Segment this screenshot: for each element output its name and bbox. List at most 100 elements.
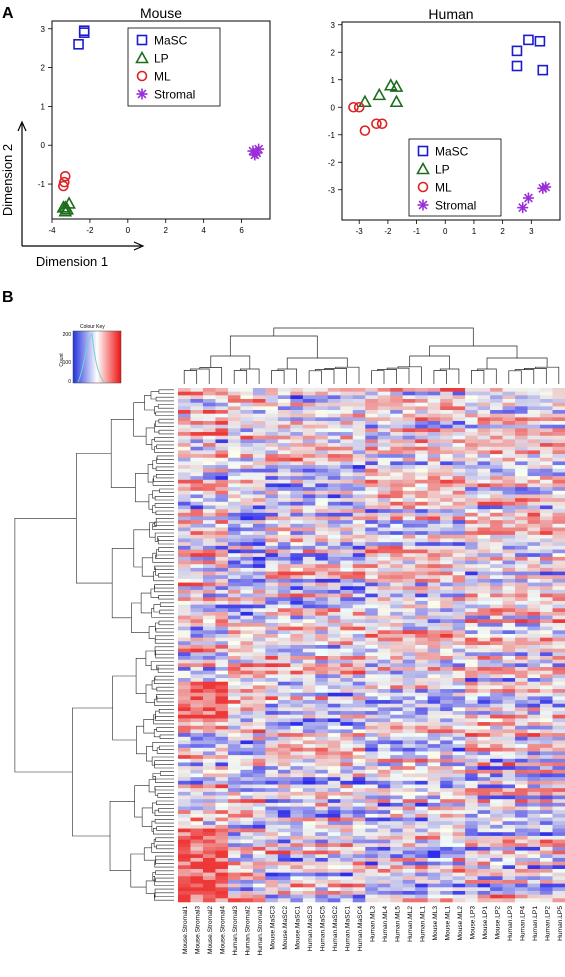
row-dendrogram-branch [145, 650, 155, 666]
heatmap-cell [190, 795, 204, 800]
heatmap-cell [302, 670, 316, 675]
heatmap-cell [477, 527, 491, 532]
heatmap-cell [290, 700, 304, 705]
row-dendrogram-branch [152, 876, 174, 886]
heatmap-cell [452, 854, 466, 859]
heatmap-cell [265, 894, 279, 899]
heatmap-cell [390, 714, 404, 719]
row-dendrogram-branch [159, 734, 174, 739]
heatmap-cell [365, 435, 379, 440]
heatmap-cell [477, 736, 491, 741]
heatmap-cell [427, 832, 441, 837]
column-label: Mouse.MaSC3 [270, 906, 277, 950]
heatmap-cell [402, 406, 416, 411]
heatmap-cell [202, 505, 216, 510]
heatmap-cell [202, 813, 216, 818]
heatmap-cell [415, 582, 428, 587]
heatmap-cell [352, 828, 366, 833]
heatmap-cell [190, 747, 204, 752]
heatmap-cell [352, 722, 366, 727]
heatmap-cell [552, 689, 565, 694]
heatmap-cell [377, 810, 391, 815]
heatmap-cell [302, 799, 316, 804]
heatmap-cell [178, 593, 191, 598]
row-dendrogram-branch [152, 552, 174, 563]
heatmap-cell [515, 744, 528, 749]
heatmap-cell [527, 443, 541, 448]
heatmap-cell [390, 545, 404, 550]
heatmap-cell [515, 714, 528, 719]
heatmap-cell [502, 696, 516, 701]
heatmap-cell [377, 868, 391, 873]
heatmap-cell [315, 630, 329, 635]
heatmap-cell [402, 622, 416, 627]
heatmap-cell [377, 729, 391, 734]
heatmap-cell [477, 729, 491, 734]
heatmap-cell [265, 637, 279, 642]
heatmap-cell [415, 626, 428, 631]
heatmap-cell [552, 494, 565, 499]
heatmap-cell [327, 762, 341, 767]
heatmap-cell [540, 656, 553, 660]
heatmap-cell [515, 417, 528, 422]
heatmap-cell [215, 707, 229, 712]
heatmap-cell [227, 432, 241, 437]
heatmap-cell [202, 604, 216, 609]
heatmap-cell [415, 857, 428, 862]
heatmap-cell [477, 457, 491, 462]
heatmap-cell [452, 421, 466, 426]
heatmap-cell [215, 611, 229, 616]
heatmap-cell [240, 832, 254, 837]
heatmap-cell [277, 501, 291, 506]
heatmap-cell [440, 575, 453, 580]
heatmap-cell [202, 641, 216, 646]
heatmap-cell [515, 549, 528, 554]
heatmap-cell [477, 446, 491, 451]
heatmap-cell [240, 890, 254, 895]
heatmap-cell [502, 549, 516, 554]
heatmap-cell [552, 399, 565, 403]
row-dendrogram-branch [155, 420, 174, 427]
heatmap-cell [440, 674, 453, 679]
heatmap-cell [390, 520, 404, 525]
heatmap-cell [490, 468, 503, 473]
heatmap-cell [252, 810, 266, 815]
heatmap-cell [215, 399, 229, 403]
heatmap-cell [440, 615, 453, 620]
heatmap-cell [265, 663, 279, 668]
heatmap-cell [202, 391, 216, 396]
heatmap-cell [377, 854, 391, 859]
heatmap-cell [352, 890, 366, 895]
heatmap-cell [227, 435, 241, 440]
heatmap-cell [290, 861, 304, 866]
heatmap-cell [465, 747, 478, 752]
heatmap-cell [490, 707, 503, 712]
heatmap-cell [252, 417, 266, 422]
heatmap-cell [352, 887, 366, 892]
column-dendrogram-branch [324, 368, 347, 384]
heatmap-cell [377, 571, 391, 576]
heatmap-cell [415, 861, 428, 866]
heatmap-cell [315, 424, 329, 429]
heatmap-cell [277, 630, 291, 635]
heatmap-cell [277, 578, 291, 583]
heatmap-cell [352, 663, 366, 668]
heatmap-cell [415, 733, 428, 738]
mouse-y-tick-label: 0 [41, 141, 46, 150]
heatmap-cell [427, 622, 441, 627]
heatmap-cell [277, 773, 291, 778]
heatmap-cell [415, 843, 428, 848]
heatmap-cell [365, 762, 379, 767]
heatmap-cell [490, 391, 503, 396]
heatmap-cell [352, 421, 366, 426]
heatmap-cell [240, 879, 254, 884]
heatmap-cell [490, 443, 503, 448]
heatmap-cell [315, 714, 329, 719]
heatmap-cell [352, 813, 366, 818]
heatmap-cell [440, 479, 453, 484]
heatmap-cell [390, 490, 404, 495]
heatmap-cell [402, 571, 416, 576]
heatmap-cell [540, 472, 553, 477]
heatmap-cell [315, 413, 329, 418]
heatmap-cell [240, 615, 254, 620]
